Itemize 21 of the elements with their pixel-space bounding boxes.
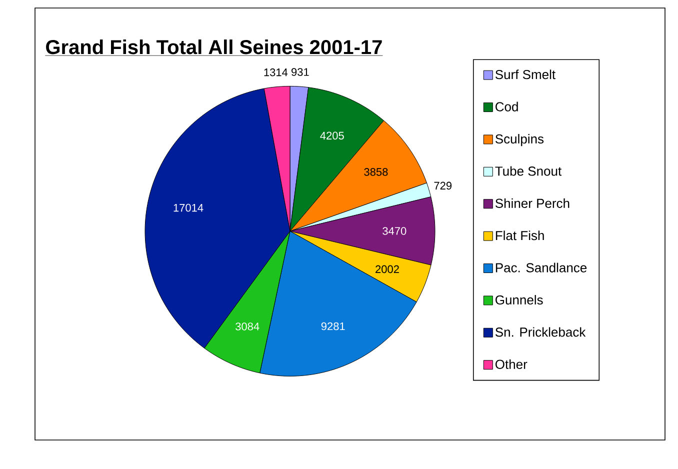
chart-title: Grand Fish Total All Seines 2001-17: [46, 39, 382, 54]
legend-label: Other: [496, 359, 528, 369]
data-label: 2002: [376, 265, 399, 274]
data-label: 3084: [236, 322, 260, 330]
legend-label: Pac. Sandlance: [496, 262, 587, 272]
legend-label: Surf Smelt: [495, 70, 556, 80]
data-label: 17014: [174, 204, 204, 212]
legend-label: Shiner Perch: [495, 198, 570, 208]
data-label: 729: [434, 182, 452, 190]
legend-label: Sculpins: [495, 134, 544, 146]
legend-label: Tube Snout: [495, 166, 562, 176]
data-label: 3470: [382, 227, 406, 235]
data-label: 1314: [264, 68, 288, 76]
legend-label: Cod: [496, 102, 518, 112]
data-label: 3858: [364, 168, 388, 176]
legend-label: Sn. Prickleback: [495, 327, 586, 337]
legend-label: Gunnels: [496, 295, 543, 305]
data-label: 931: [292, 68, 309, 76]
data-label: 9281: [321, 322, 345, 330]
data-label: 4205: [320, 132, 344, 140]
legend-label: Flat Fish: [496, 230, 544, 240]
